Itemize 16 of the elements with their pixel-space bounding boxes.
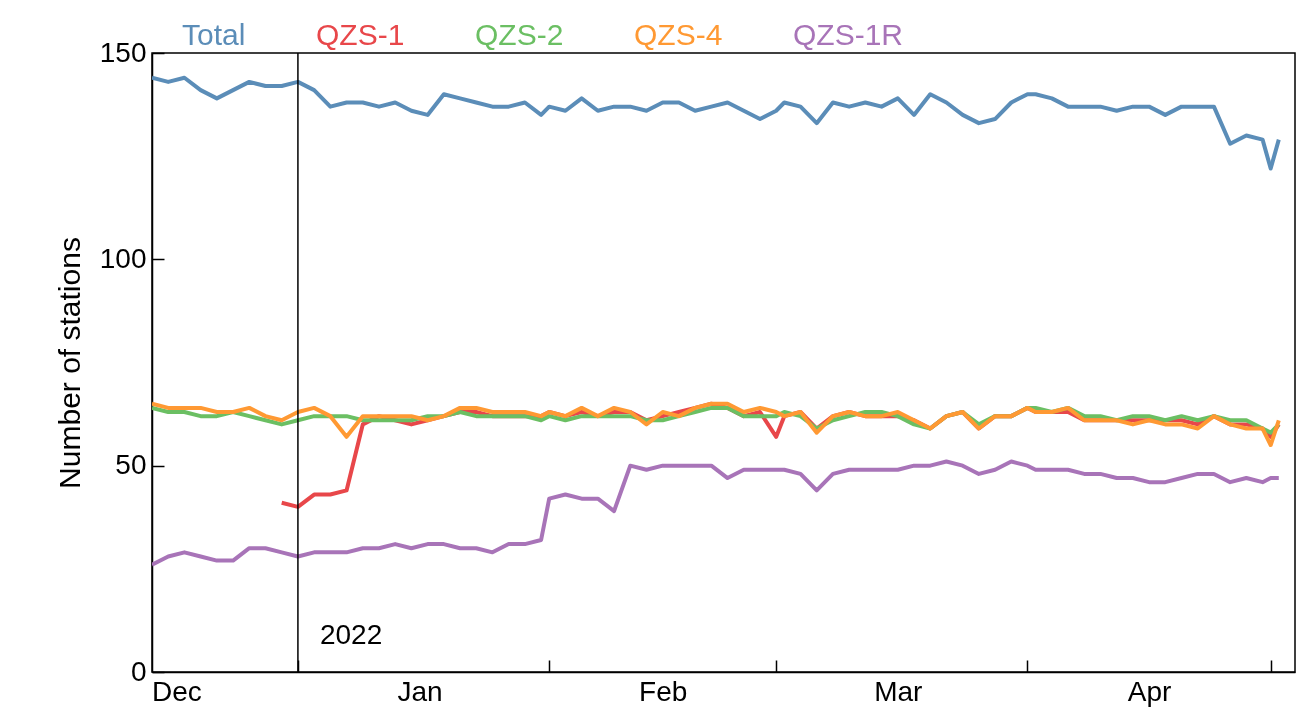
series-label: Total: [182, 18, 246, 51]
y-tick-label: 50: [115, 449, 147, 481]
y-axis-title: Number of stations: [52, 237, 86, 489]
text: QZS-2: [475, 18, 564, 51]
y-tick-label: 150: [99, 36, 147, 68]
ref-line-label: 2022: [319, 619, 383, 650]
x-tick-label: Apr: [1127, 675, 1172, 707]
x-tick-label: Dec: [151, 675, 202, 707]
text: QZS-1: [316, 18, 405, 51]
y-tick-label: 100: [99, 242, 147, 274]
text: QZS-4: [634, 18, 723, 51]
x-tick-label: Jan: [397, 675, 443, 707]
x-tick-label: Feb: [639, 675, 688, 707]
text: QZS-1R: [793, 18, 904, 51]
x-tick-label: Mar: [874, 675, 923, 707]
y-tick-label: 0: [130, 655, 147, 687]
